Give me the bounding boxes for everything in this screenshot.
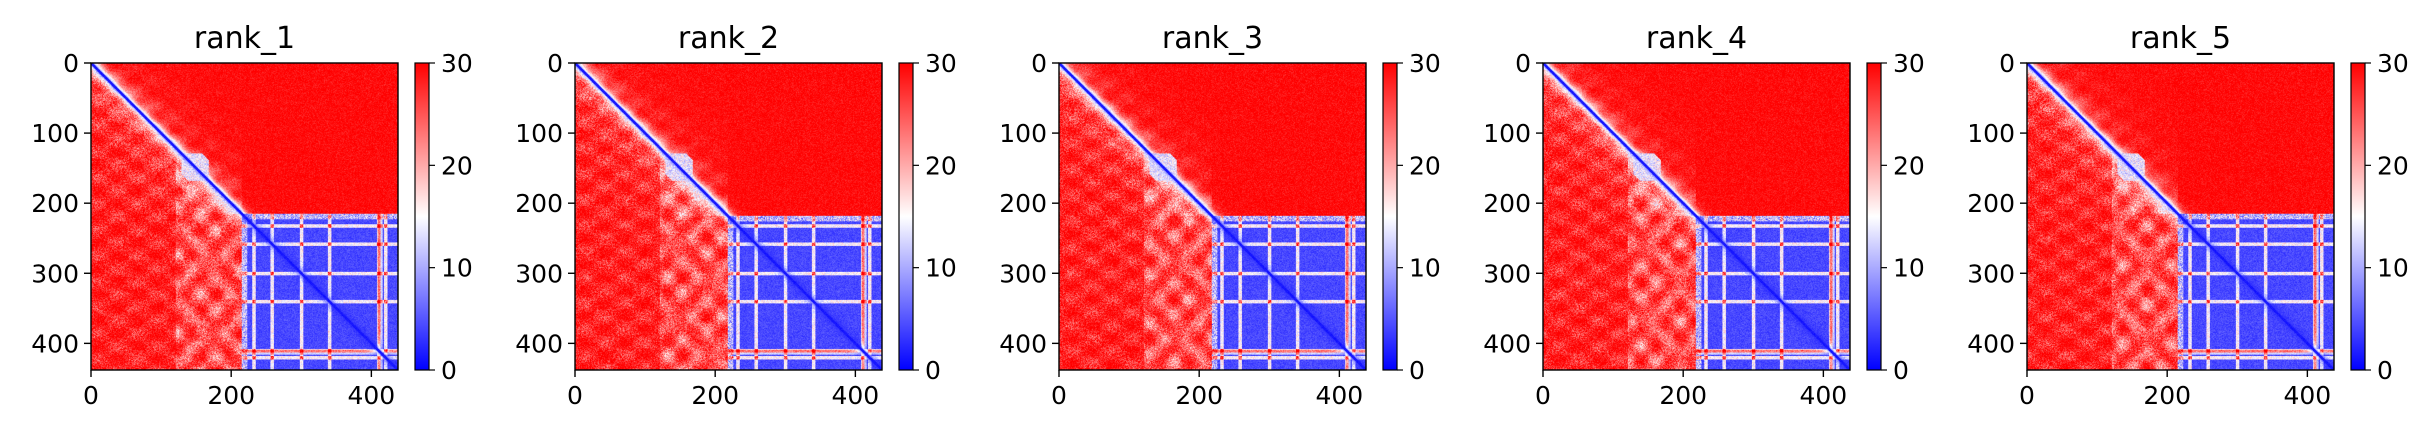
axes-frame	[1542, 62, 1851, 371]
heatmap-image	[575, 63, 882, 370]
y-tick-label: 0	[63, 49, 79, 78]
x-tick-label: 400	[832, 381, 880, 410]
x-tick-label: 0	[2019, 381, 2035, 410]
y-tick-label: 300	[31, 259, 79, 288]
colorbar-tick-label: 10	[1893, 254, 1925, 283]
colorbar	[2350, 62, 2366, 371]
colorbar-tick-label: 10	[441, 254, 473, 283]
axes-frame	[90, 62, 399, 371]
y-tick-label: 200	[999, 189, 1047, 218]
y-tick-label: 0	[1031, 49, 1047, 78]
panel-title: rank_1	[194, 21, 295, 56]
colorbar	[1866, 62, 1882, 371]
y-tick-label: 100	[515, 119, 563, 148]
y-tick-label: 100	[1967, 119, 2015, 148]
y-tick-label: 0	[547, 49, 563, 78]
colorbar-tick-label: 20	[925, 151, 957, 180]
y-tick-label: 400	[1483, 329, 1531, 358]
y-tick-label: 200	[1967, 189, 2015, 218]
panel-title: rank_2	[678, 21, 779, 56]
x-tick-label: 0	[83, 381, 99, 410]
y-tick-label: 100	[1483, 119, 1531, 148]
y-tick-label: 200	[31, 189, 79, 218]
y-tick-label: 200	[515, 189, 563, 218]
colorbar-tick-label: 20	[1409, 151, 1441, 180]
colorbar-tick-label: 0	[1893, 356, 1909, 385]
panel-title: rank_4	[1646, 21, 1747, 56]
colorbar-tick-label: 0	[925, 356, 941, 385]
heatmap-image	[2027, 63, 2334, 370]
panel-title: rank_3	[1162, 21, 1263, 56]
x-tick-label: 200	[2143, 381, 2191, 410]
y-tick-label: 400	[31, 329, 79, 358]
colorbar-tick-label: 30	[1409, 49, 1441, 78]
x-tick-label: 0	[1535, 381, 1551, 410]
colorbar-tick-label: 10	[925, 254, 957, 283]
x-tick-label: 400	[1800, 381, 1848, 410]
x-tick-label: 0	[567, 381, 583, 410]
y-tick-label: 400	[999, 329, 1047, 358]
y-tick-label: 0	[1999, 49, 2015, 78]
y-tick-label: 0	[1515, 49, 1531, 78]
colorbar	[1382, 62, 1398, 371]
heatmap-image	[1543, 63, 1850, 370]
y-tick-label: 100	[31, 119, 79, 148]
x-tick-label: 0	[1051, 381, 1067, 410]
y-tick-label: 300	[999, 259, 1047, 288]
colorbar-tick-label: 0	[2377, 356, 2393, 385]
y-tick-label: 200	[1483, 189, 1531, 218]
x-tick-label: 200	[1659, 381, 1707, 410]
colorbar-tick-label: 20	[2377, 151, 2409, 180]
axes-frame	[574, 62, 883, 371]
colorbar-tick-label: 0	[441, 356, 457, 385]
colorbar-tick-label: 10	[2377, 254, 2409, 283]
colorbar-tick-label: 30	[2377, 49, 2409, 78]
x-tick-label: 400	[1316, 381, 1364, 410]
colorbar-tick-label: 10	[1409, 254, 1441, 283]
axes-frame	[1058, 62, 1367, 371]
x-tick-label: 400	[2284, 381, 2332, 410]
colorbar-tick-label: 30	[925, 49, 957, 78]
panel-title: rank_5	[2130, 21, 2231, 56]
colorbar	[414, 62, 430, 371]
colorbar	[898, 62, 914, 371]
x-tick-label: 400	[348, 381, 396, 410]
y-tick-label: 400	[1967, 329, 2015, 358]
colorbar-tick-label: 20	[1893, 151, 1925, 180]
colorbar-tick-label: 0	[1409, 356, 1425, 385]
heatmap-image	[91, 63, 398, 370]
heatmap-image	[1059, 63, 1366, 370]
y-tick-label: 300	[1483, 259, 1531, 288]
y-tick-label: 300	[515, 259, 563, 288]
y-tick-label: 100	[999, 119, 1047, 148]
axes-frame	[2026, 62, 2335, 371]
x-tick-label: 200	[1175, 381, 1223, 410]
x-tick-label: 200	[207, 381, 255, 410]
x-tick-label: 200	[691, 381, 739, 410]
colorbar-tick-label: 30	[441, 49, 473, 78]
y-tick-label: 400	[515, 329, 563, 358]
colorbar-tick-label: 30	[1893, 49, 1925, 78]
colorbar-tick-label: 20	[441, 151, 473, 180]
y-tick-label: 300	[1967, 259, 2015, 288]
